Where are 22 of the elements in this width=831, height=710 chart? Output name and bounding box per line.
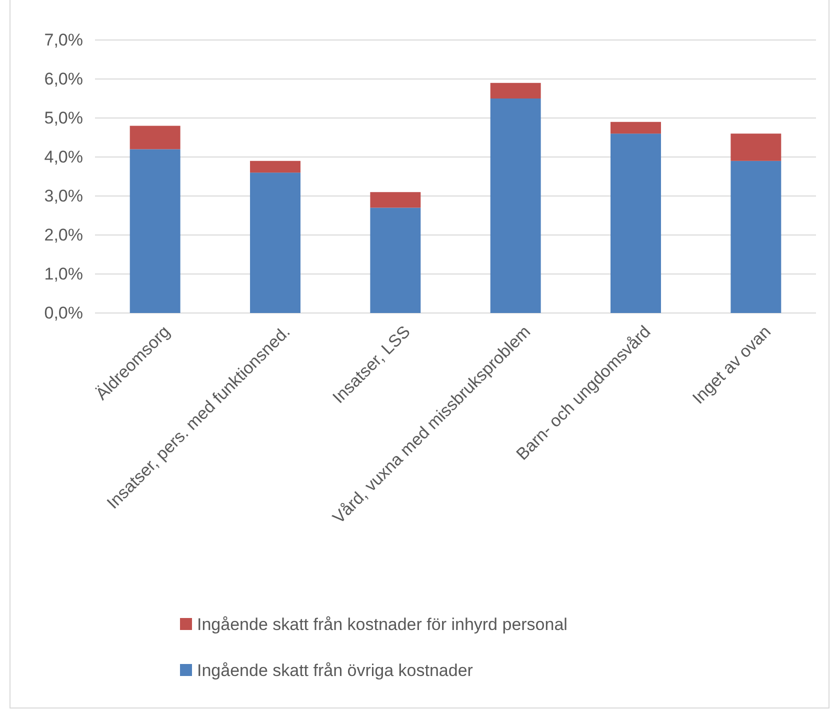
y-tick-label: 2,0% xyxy=(44,225,83,244)
y-tick-label: 0,0% xyxy=(44,303,83,322)
bar xyxy=(490,98,541,313)
y-tick-label: 5,0% xyxy=(44,108,83,128)
bar xyxy=(370,192,421,208)
bar xyxy=(370,208,421,313)
y-tick-label: 3,0% xyxy=(44,186,83,206)
bar xyxy=(490,82,541,98)
bar xyxy=(250,160,300,173)
bar xyxy=(730,160,782,313)
legend-label: Ingående skatt från övriga kostnader xyxy=(197,661,474,680)
legend-label: Ingående skatt från kostnader för inhyrd personal xyxy=(197,615,568,634)
bar xyxy=(130,149,180,313)
bar xyxy=(610,122,661,134)
y-tick-label: 1,0% xyxy=(44,264,83,284)
bar xyxy=(610,134,661,313)
y-tick-label: 4,0% xyxy=(44,147,83,166)
bar xyxy=(730,134,782,161)
bar xyxy=(250,172,300,313)
y-tick-label: 7,0% xyxy=(44,30,83,50)
bar xyxy=(130,126,180,150)
y-tick-label: 6,0% xyxy=(44,69,83,88)
